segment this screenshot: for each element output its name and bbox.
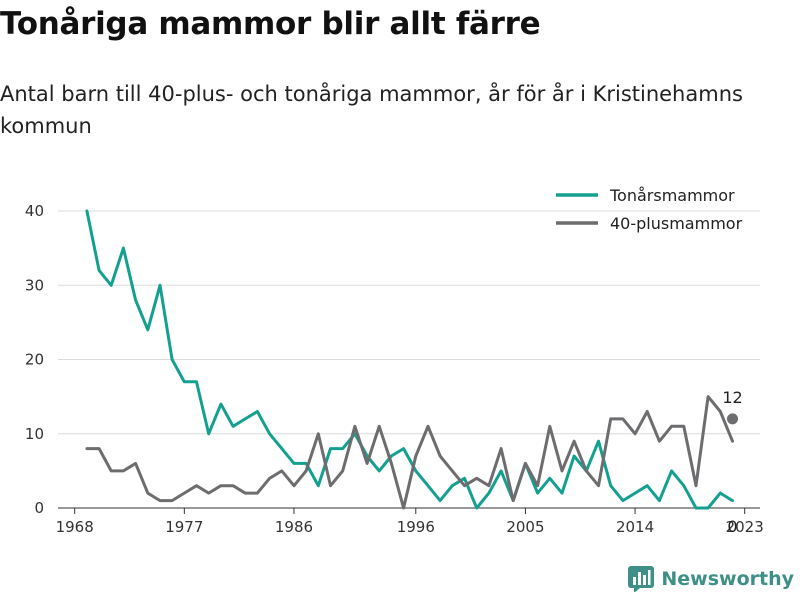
x-tick-label: 1996: [397, 518, 435, 536]
x-tick-label: 2014: [616, 518, 654, 536]
series-line-1: [85, 209, 734, 510]
y-tick-label: 10: [25, 425, 44, 443]
end-value-label: 0: [727, 517, 737, 536]
chart-subtitle: Antal barn till 40-plus- och tonåriga ma…: [0, 82, 743, 138]
grid-lines: [58, 210, 760, 435]
brand-name: Newsworthy: [661, 568, 794, 590]
end-point-marker: [727, 413, 739, 425]
end-value-label: 12: [722, 388, 742, 407]
x-tick-label: 2023: [726, 518, 764, 536]
data-labels: 12 0: [722, 388, 742, 536]
bar-chart-logo-icon: [628, 566, 655, 592]
newsworthy-logo: Newsworthy: [628, 566, 794, 592]
x-tick-label: 1968: [56, 518, 94, 536]
series-line-2: [85, 395, 734, 510]
axes: 0 10 20 30 40 1968 1977 1986 1996 2005 2014 2023: [25, 202, 764, 536]
y-tick-label: 0: [34, 499, 44, 517]
chart-title: Tonåriga mammor blir allt färre: [0, 6, 541, 42]
x-tick-label: 1986: [275, 518, 313, 536]
y-tick-label: 20: [25, 351, 44, 369]
series-lines: [85, 209, 734, 510]
legend: Tonårsmammor 40-plusmammor: [556, 186, 743, 233]
y-tick-label: 30: [25, 276, 44, 294]
y-tick-label: 40: [25, 202, 44, 220]
x-tick-label: 2005: [506, 518, 544, 536]
legend-label: Tonårsmammor: [609, 186, 735, 205]
x-tick-label: 1977: [165, 518, 203, 536]
legend-label: 40-plusmammor: [610, 214, 743, 233]
